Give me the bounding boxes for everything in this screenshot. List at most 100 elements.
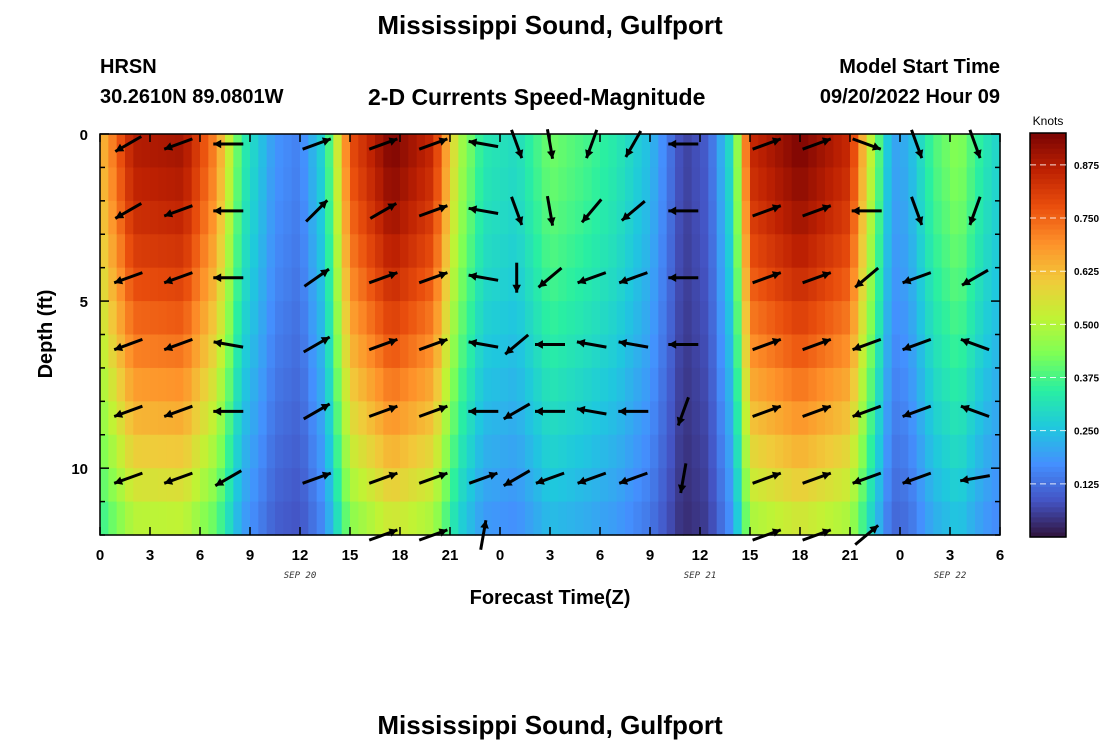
- current-vector: [960, 404, 990, 418]
- heatmap-cell: [775, 468, 784, 503]
- heatmap-cell: [608, 334, 618, 369]
- heatmap-cell: [350, 301, 359, 336]
- heatmap-cell: [675, 367, 684, 402]
- colorbar-segment: [1030, 360, 1066, 366]
- heatmap-cell: [516, 468, 526, 503]
- heatmap-cell: [116, 501, 126, 536]
- current-vector: [369, 202, 398, 220]
- heatmap-cell: [858, 301, 868, 336]
- x-tick-label: 0: [496, 547, 504, 564]
- heatmap-cell: [300, 434, 309, 469]
- heatmap-cell: [150, 501, 159, 536]
- heatmap-cell: [533, 401, 543, 436]
- heatmap-cell: [258, 367, 268, 402]
- heatmap-cell: [925, 401, 934, 436]
- heatmap-cell: [275, 468, 284, 503]
- heatmap-cell: [400, 468, 409, 503]
- heatmap-cell: [733, 234, 743, 269]
- heatmap-cell: [375, 167, 384, 202]
- heatmap-cell: [741, 367, 751, 402]
- heatmap-cell: [875, 401, 884, 436]
- current-vector: [113, 404, 143, 418]
- heatmap-cell: [858, 200, 868, 235]
- heatmap-cell: [758, 501, 768, 536]
- heatmap-cell: [150, 301, 159, 336]
- current-vector: [618, 407, 649, 416]
- heatmap-cell: [983, 468, 993, 503]
- heatmap-cell: [600, 267, 609, 302]
- heatmap-cell: [500, 234, 509, 269]
- heatmap-cell: [833, 401, 843, 436]
- heatmap-cell: [558, 134, 568, 169]
- heatmap-cell: [558, 334, 568, 369]
- heatmap-cell: [675, 200, 684, 235]
- heatmap-cell: [166, 401, 176, 436]
- heatmap-cell: [391, 468, 401, 503]
- heatmap-cell: [350, 367, 359, 402]
- heatmap-cell: [750, 367, 759, 402]
- heatmap-cell: [733, 434, 743, 469]
- heatmap-cell: [766, 167, 776, 202]
- heatmap-cell: [875, 434, 884, 469]
- heatmap-cell: [183, 134, 193, 169]
- heatmap-cell: [691, 134, 701, 169]
- heatmap-cell: [825, 367, 834, 402]
- heatmap-cell: [650, 367, 659, 402]
- heatmap-cell: [983, 334, 993, 369]
- heatmap-cell: [383, 334, 393, 369]
- heatmap-cell: [550, 367, 559, 402]
- heatmap-cell: [583, 301, 593, 336]
- heatmap-cell: [783, 267, 793, 302]
- current-vector: [618, 271, 648, 285]
- heatmap-cell: [900, 301, 909, 336]
- heatmap-cell: [441, 401, 451, 436]
- heatmap-cell: [200, 434, 209, 469]
- heatmap-cell: [941, 468, 951, 503]
- heatmap-cell: [341, 468, 351, 503]
- heatmap-cell: [608, 468, 618, 503]
- heatmap-cell: [958, 501, 968, 536]
- heatmap-cell: [650, 334, 659, 369]
- heatmap-cell: [558, 234, 568, 269]
- colorbar-tick-label: 0.125: [1074, 480, 1099, 491]
- heatmap-cell: [441, 167, 451, 202]
- heatmap-cell: [341, 134, 351, 169]
- heatmap-cell: [766, 134, 776, 169]
- heatmap-cell: [441, 234, 451, 269]
- heatmap-cell: [225, 367, 234, 402]
- heatmap-cell: [650, 401, 659, 436]
- colorbar-tick-label: 0.375: [1074, 374, 1099, 385]
- heatmap-cell: [225, 200, 234, 235]
- current-vector: [961, 268, 989, 287]
- heatmap-cell: [525, 434, 534, 469]
- heatmap-cell: [891, 267, 901, 302]
- current-vector: [163, 404, 193, 418]
- current-vector: [968, 196, 982, 226]
- heatmap-cell: [966, 301, 976, 336]
- heatmap-cell: [850, 167, 859, 202]
- heatmap-cell: [916, 301, 926, 336]
- heatmap-cell: [366, 501, 376, 536]
- heatmap-cell: [416, 468, 426, 503]
- heatmap-cell: [800, 134, 809, 169]
- heatmap-cell: [358, 301, 368, 336]
- colorbar-segment: [1030, 340, 1066, 346]
- heatmap-cell: [775, 234, 784, 269]
- heatmap-cell: [958, 167, 968, 202]
- heatmap-cell: [191, 234, 201, 269]
- heatmap-cell: [341, 301, 351, 336]
- heatmap-cell: [133, 267, 143, 302]
- heatmap-cell: [525, 367, 534, 402]
- heatmap-cell: [350, 134, 359, 169]
- colorbar-segment: [1030, 223, 1066, 230]
- heatmap-cell: [241, 434, 251, 469]
- heatmap-cell: [925, 234, 934, 269]
- heatmap-cell: [941, 134, 951, 169]
- heatmap-cell: [916, 234, 926, 269]
- heatmap-cell: [800, 434, 809, 469]
- heatmap-cell: [625, 334, 634, 369]
- heatmap-cell: [808, 367, 818, 402]
- heatmap-cell: [808, 334, 818, 369]
- heatmap-cell: [508, 267, 518, 302]
- heatmap-cell: [650, 200, 659, 235]
